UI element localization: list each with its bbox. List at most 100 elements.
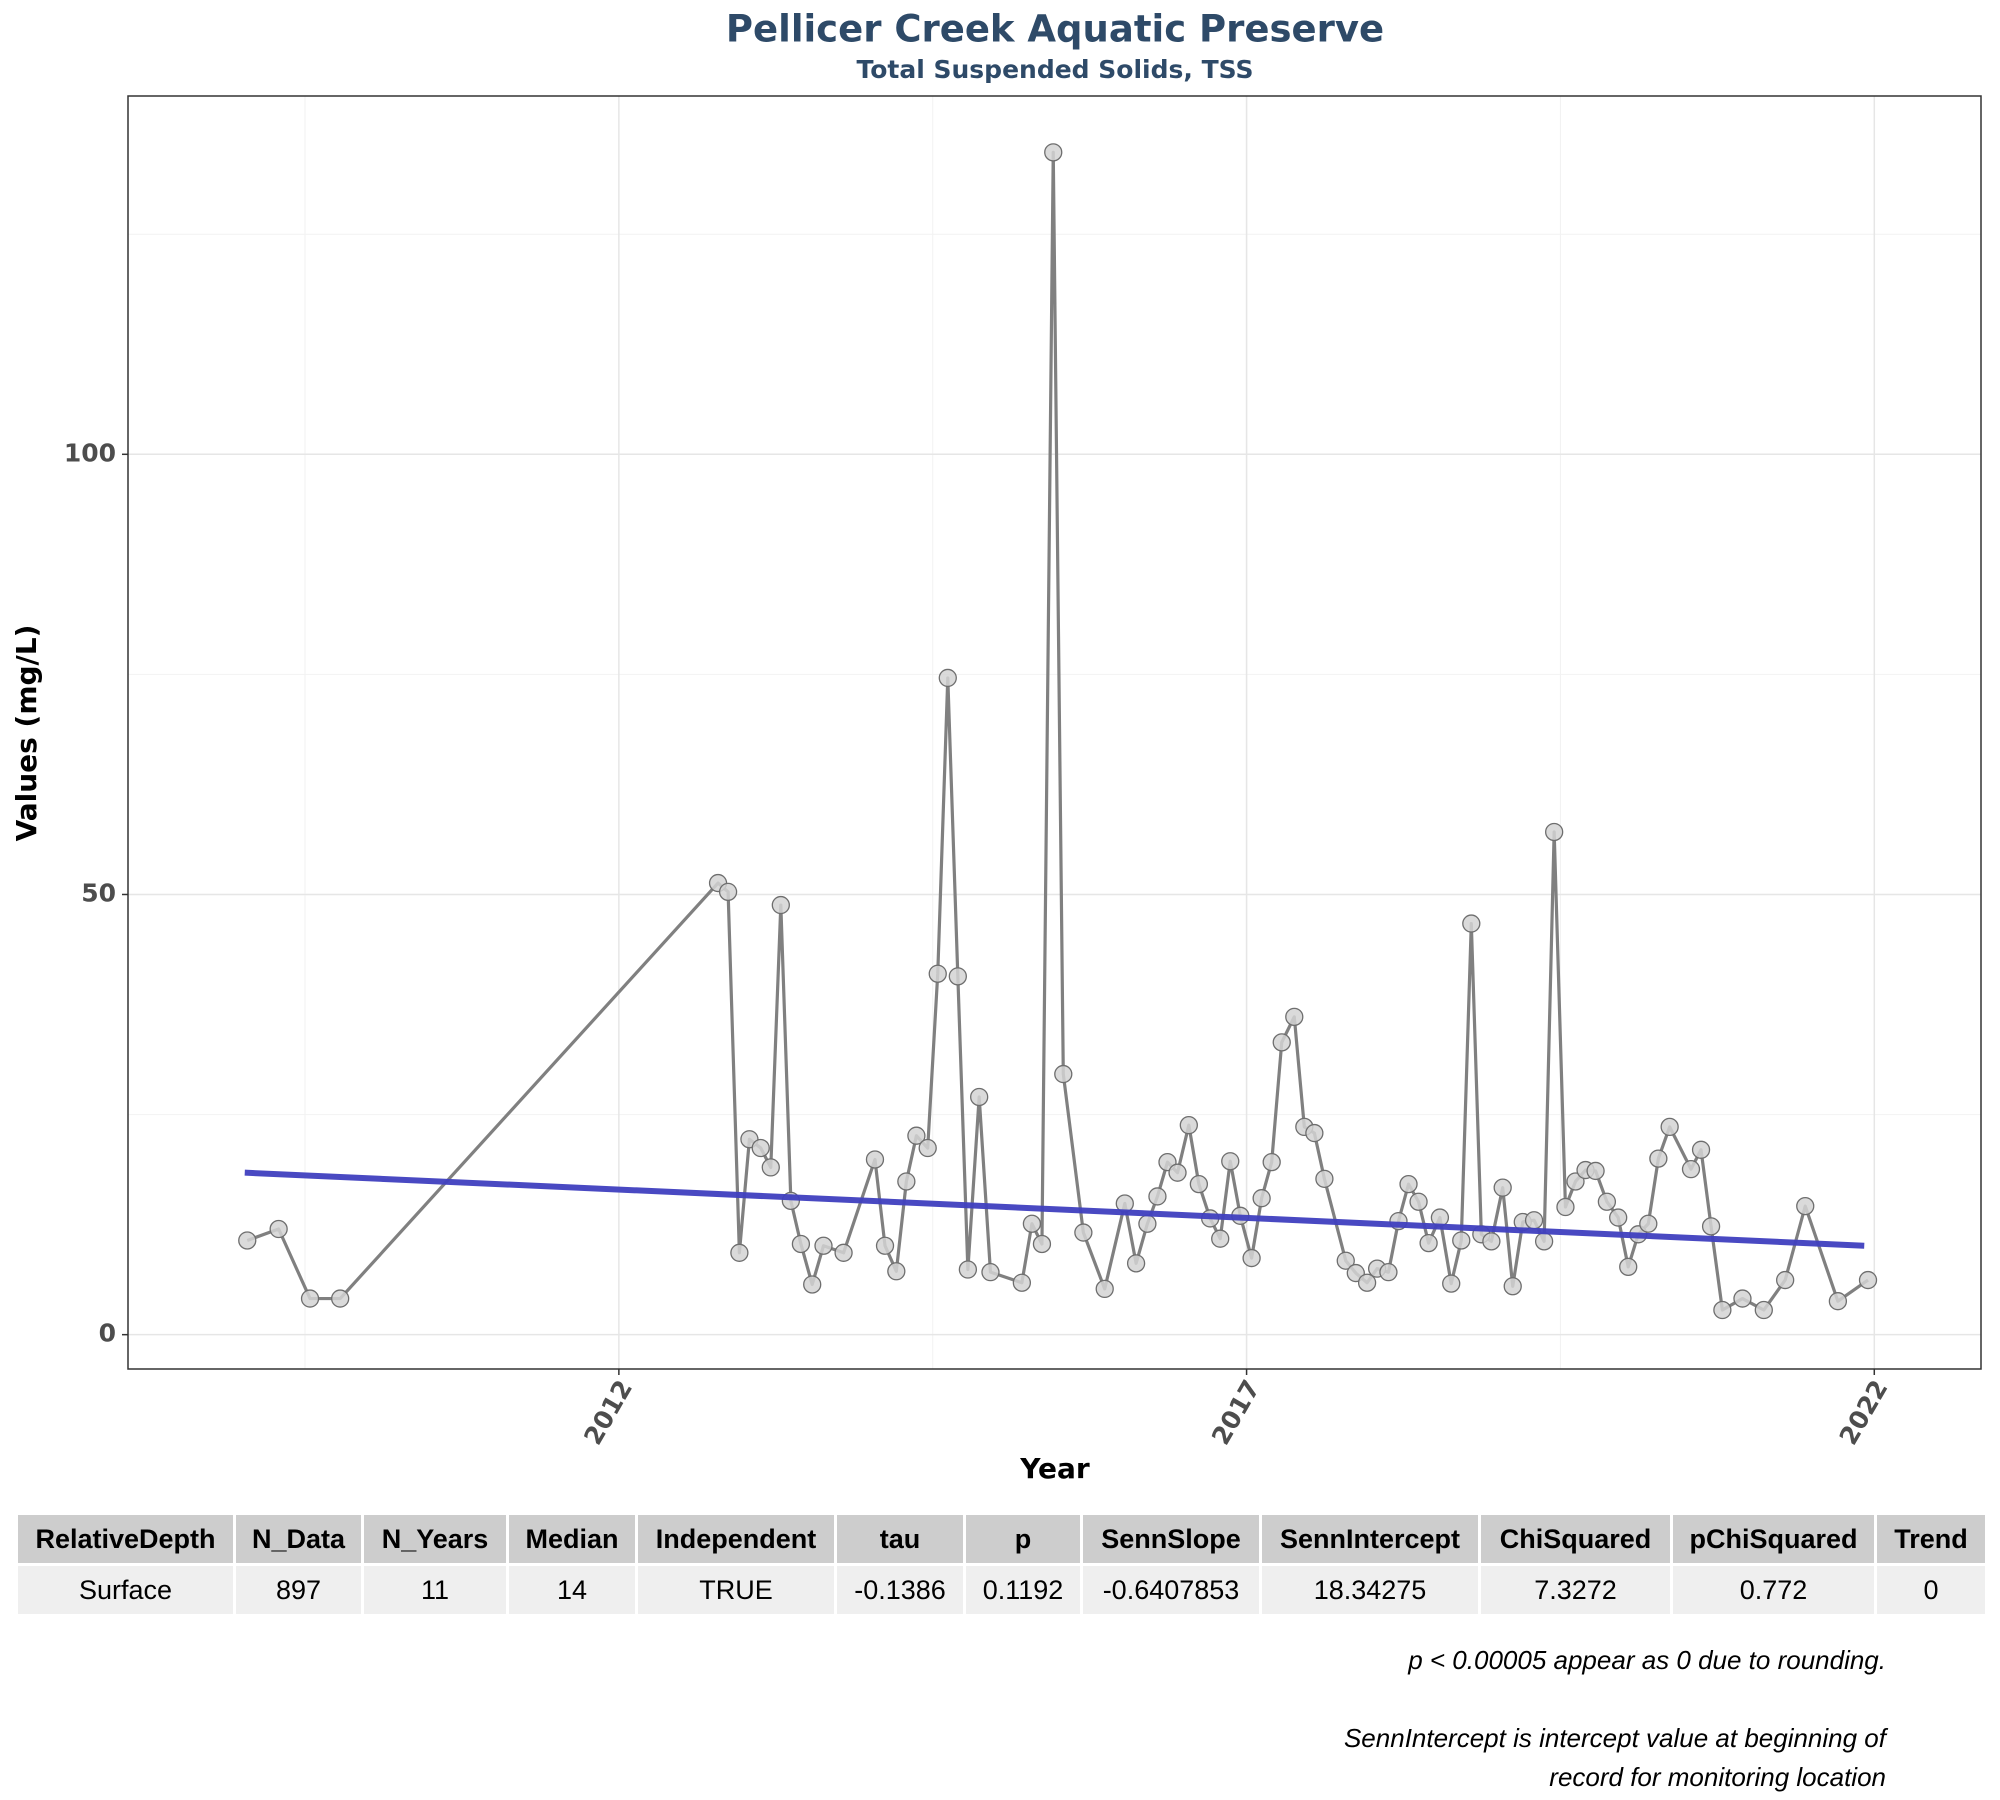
table-cell: 18.34275: [1262, 1566, 1478, 1614]
header-cell: pChiSquared: [1673, 1515, 1874, 1563]
data-point: [1179, 1115, 1198, 1135]
data-point: [970, 1087, 989, 1107]
data-point: [1357, 1273, 1377, 1292]
y-tick-label: 0: [99, 1319, 116, 1348]
data-point: [238, 1231, 257, 1250]
y-axis-title: Values (mg/L): [10, 625, 43, 842]
data-point: [1639, 1214, 1658, 1233]
table-cell: 0: [1877, 1566, 1985, 1614]
data-point: [1566, 1172, 1585, 1191]
stats-table: RelativeDepth N_Data N_Years Median Independ…: [15, 1512, 1988, 1617]
data-point: [730, 1243, 749, 1262]
data-point: [771, 895, 790, 915]
table-cell: Surface: [18, 1566, 233, 1614]
note: SennIntercept is intercept value at begi…: [1343, 1723, 1886, 1753]
data-point: [1095, 1279, 1114, 1299]
header-cell: Median: [509, 1515, 635, 1563]
data-point: [938, 668, 957, 688]
data-point: [1379, 1263, 1398, 1282]
table-cell: -0.1386: [837, 1566, 963, 1614]
chart: Pellicer Creek Aquatic Preserve Total Su…: [10, 8, 1982, 1480]
table-cell: 11: [364, 1566, 506, 1614]
data-line: [246, 150, 1869, 1312]
chart-title: Pellicer Creek Aquatic Preserve: [726, 8, 1384, 51]
data-point: [907, 1126, 926, 1145]
data-point: [1660, 1117, 1679, 1137]
y-tick-label: 100: [64, 438, 116, 467]
data-point: [1242, 1248, 1261, 1268]
data-point: [803, 1275, 822, 1294]
data-point: [1691, 1140, 1711, 1159]
data-point: [331, 1289, 350, 1308]
data-point: [1681, 1160, 1701, 1179]
data-point: [791, 1234, 811, 1254]
data-point: [1586, 1161, 1605, 1181]
data-point: [1126, 1254, 1146, 1273]
data-point: [1534, 1232, 1554, 1251]
data-point: [1452, 1231, 1471, 1250]
data-point: [1305, 1123, 1324, 1143]
x-axis-title: Year: [1019, 1452, 1090, 1480]
header-cell: N_Data: [236, 1515, 361, 1563]
note: record for monitoring location: [1549, 1762, 1886, 1792]
data-point: [1858, 1270, 1878, 1290]
data-point: [1524, 1211, 1544, 1230]
trend-line: [244, 1169, 1865, 1249]
plot-border: [127, 95, 1982, 1370]
data-point: [1545, 822, 1564, 842]
data-point: [1493, 1178, 1512, 1197]
data-point: [1409, 1192, 1428, 1211]
data-point: [865, 1150, 885, 1169]
chart-subtitle: Total Suspended Solids, TSS: [856, 55, 1253, 84]
header-cell: SennSlope: [1083, 1515, 1259, 1563]
data-point: [948, 967, 967, 986]
header-cell: N_Years: [364, 1515, 506, 1563]
data-point: [1336, 1251, 1355, 1270]
x-tick-label: 2022: [1834, 1375, 1894, 1450]
data-point: [1044, 143, 1063, 162]
data-point: [1148, 1187, 1167, 1206]
data-point: [1754, 1300, 1773, 1320]
data-point: [834, 1243, 853, 1262]
table-cell: 897: [236, 1566, 361, 1614]
data-point: [1442, 1274, 1461, 1293]
data-point: [761, 1158, 780, 1177]
data-point: [814, 1236, 833, 1255]
data-point: [1828, 1292, 1848, 1311]
data-point: [1462, 914, 1481, 933]
data-point: [928, 964, 947, 983]
header-cell: Independent: [638, 1515, 834, 1563]
data-point: [1776, 1270, 1795, 1290]
header-cell: p: [966, 1515, 1080, 1563]
data-point: [875, 1236, 895, 1255]
data-point: [1399, 1174, 1418, 1194]
note: p < 0.00005 appear as 0 due to rounding.: [1408, 1645, 1886, 1675]
data-point: [269, 1219, 288, 1239]
data-point: [1315, 1169, 1334, 1188]
data-point: [1419, 1233, 1438, 1253]
data-point: [1482, 1232, 1501, 1251]
data-point: [1074, 1223, 1093, 1242]
header-cell: RelativeDepth: [18, 1515, 233, 1563]
data-point: [1609, 1208, 1628, 1227]
data-point: [897, 1172, 916, 1191]
data-point: [1701, 1217, 1721, 1236]
data-point: [918, 1138, 937, 1158]
data-point: [1138, 1214, 1157, 1233]
data-point: [1252, 1189, 1271, 1208]
table-cell: TRUE: [638, 1566, 834, 1614]
data-point: [1733, 1289, 1752, 1308]
data-point: [751, 1138, 770, 1158]
table-cell: 0.1192: [966, 1566, 1080, 1614]
data-point: [1597, 1192, 1617, 1211]
data-point: [1189, 1174, 1209, 1194]
x-tick-label: 2017: [1206, 1375, 1266, 1450]
data-point: [1022, 1214, 1042, 1233]
header-row: RelativeDepth N_Data N_Years Median Independ…: [18, 1515, 1985, 1563]
data-point: [887, 1262, 906, 1281]
data-point: [1649, 1149, 1668, 1168]
data-point: [958, 1260, 978, 1279]
data-point: [1503, 1277, 1522, 1296]
header-cell: SennIntercept: [1262, 1515, 1478, 1563]
